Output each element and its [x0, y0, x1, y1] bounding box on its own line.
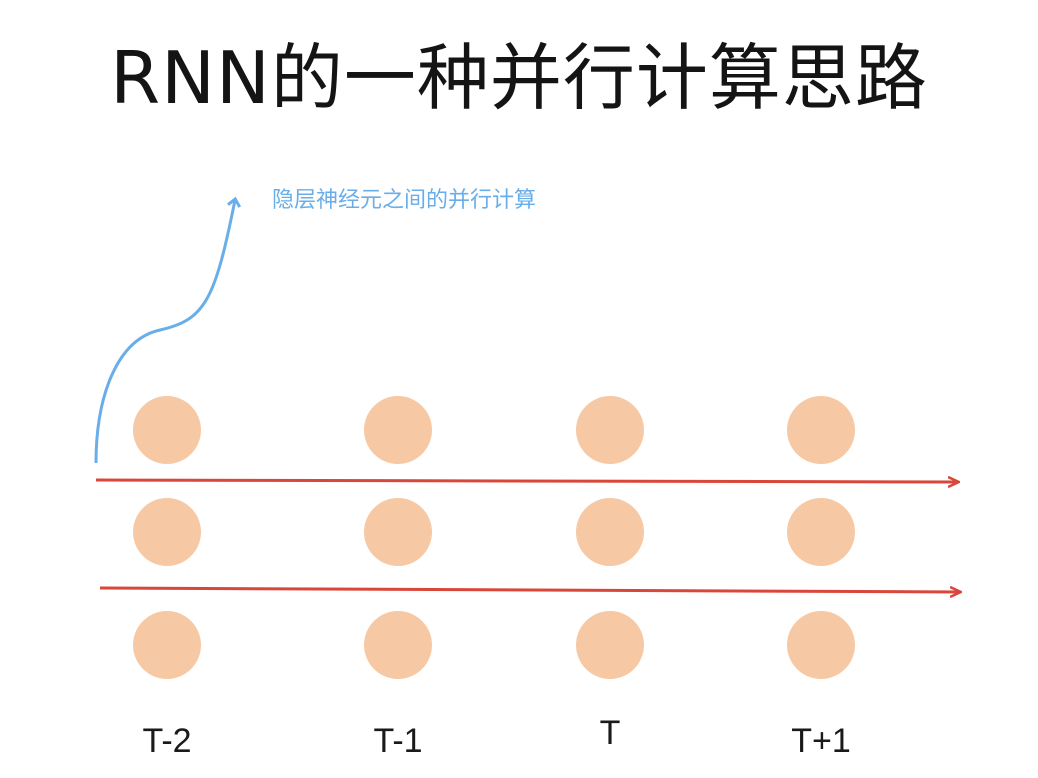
time-step-label: T-1 — [373, 722, 422, 760]
neuron-t-row-2 — [576, 498, 644, 566]
time-step-label: T — [600, 714, 621, 752]
annotation-curved-arrow — [94, 196, 242, 464]
neuron-t-2-row-3 — [133, 611, 201, 679]
time-step-label: T-2 — [142, 722, 191, 760]
parallel-arrow-lower — [99, 588, 960, 592]
neuron-t-1-row-1 — [364, 396, 432, 464]
neuron-t-2-row-1 — [133, 396, 201, 464]
time-labels-layer: T-2 T-1 T T+1 — [142, 714, 850, 760]
neuron-t-1-row-3 — [364, 611, 432, 679]
parallel-arrow-upper — [95, 480, 958, 482]
neuron-tplus1-row-1 — [787, 396, 855, 464]
neuron-t-row-3 — [576, 611, 644, 679]
time-step-label: T+1 — [791, 722, 851, 760]
neuron-t-row-1 — [576, 396, 644, 464]
neurons-layer — [133, 396, 855, 679]
neuron-tplus1-row-2 — [787, 498, 855, 566]
slide-title: RNN的一种并行计算思路 — [110, 36, 928, 120]
annotation-label: 隐层神经元之间的并行计算 — [272, 188, 536, 213]
neuron-t-1-row-2 — [364, 498, 432, 566]
neuron-tplus1-row-3 — [787, 611, 855, 679]
neuron-t-2-row-2 — [133, 498, 201, 566]
